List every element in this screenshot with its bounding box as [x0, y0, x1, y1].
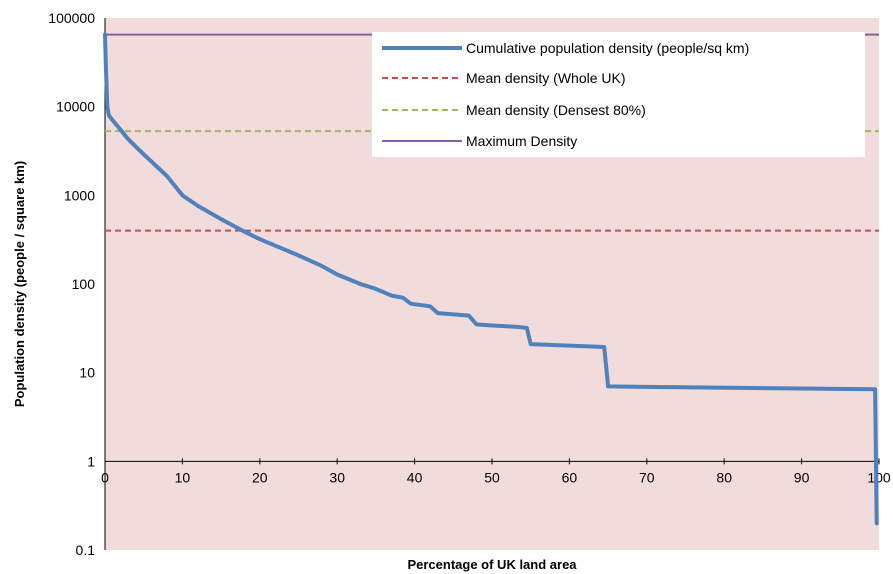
x-tick-label: 30 [329, 469, 345, 485]
x-tick-label: 60 [562, 469, 578, 485]
x-tick-label: 100 [867, 469, 891, 485]
y-tick-label: 10000 [56, 99, 95, 115]
y-tick-label: 1000 [64, 187, 95, 203]
y-tick-label: 1 [87, 453, 95, 469]
y-tick-label: 0.1 [76, 542, 96, 558]
x-tick-label: 20 [252, 469, 268, 485]
x-axis-title: Percentage of UK land area [407, 557, 577, 572]
x-tick-label: 70 [639, 469, 655, 485]
x-tick-label: 40 [407, 469, 423, 485]
x-tick-label: 10 [175, 469, 191, 485]
legend: Cumulative population density (people/sq… [372, 32, 865, 157]
y-tick-label: 100 [72, 276, 96, 292]
legend-label-maximum: Maximum Density [466, 133, 577, 149]
x-tick-label: 90 [794, 469, 810, 485]
x-tick-label: 50 [484, 469, 500, 485]
legend-box [372, 32, 865, 157]
x-tick-label: 80 [716, 469, 732, 485]
y-axis-ticks: 0.1 1 10 100 1000 10000 100000 [48, 10, 95, 558]
legend-label-cumulative: Cumulative population density (people/sq… [466, 40, 749, 56]
legend-label-mean-densest: Mean density (Densest 80%) [466, 102, 646, 118]
legend-label-mean-uk: Mean density (Whole UK) [466, 70, 626, 86]
y-axis-title: Population density (people / square km) [12, 161, 27, 407]
y-tick-label: 100000 [48, 10, 95, 26]
y-tick-label: 10 [79, 365, 95, 381]
cumulative-density-line [103, 32, 879, 526]
